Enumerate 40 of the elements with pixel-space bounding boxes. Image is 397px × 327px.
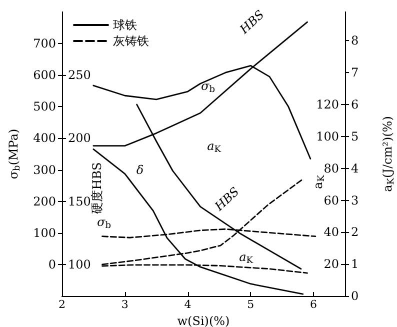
y-tick-label: 400 xyxy=(33,131,56,146)
y-tick-label: 100 xyxy=(68,257,91,272)
y-tick-label: 250 xyxy=(68,68,91,82)
y2-tick-label: 8 xyxy=(351,34,359,48)
y-axis-title: σb(MPa) xyxy=(6,128,23,180)
y2-tick-label: 20 xyxy=(324,257,339,272)
y2-tick-label: 3 xyxy=(351,193,359,208)
y-tick-label: 0 xyxy=(48,257,56,272)
y-tick-label: 200 xyxy=(68,131,91,146)
x-tick-label: 4 xyxy=(184,298,192,311)
y-tick-label: 200 xyxy=(33,194,56,208)
y-tick-label: 500 xyxy=(33,100,56,114)
legend-label: 球铁 xyxy=(113,18,137,32)
y2-tick-label: 6 xyxy=(351,98,359,112)
y2-tick-label: 80 xyxy=(324,161,339,176)
y2-tick-label: 1 xyxy=(351,257,359,272)
y2-tick-label: 60 xyxy=(324,193,339,208)
y-tick-label: 100 xyxy=(33,226,56,240)
y-axis-title: 硬度HBS xyxy=(90,162,104,214)
y2-tick-label: 2 xyxy=(351,225,359,240)
x-tick-label: 5 xyxy=(247,298,254,311)
y-tick-label: 700 xyxy=(33,36,56,51)
legend-label: 灰铸铁 xyxy=(113,34,149,48)
y2-tick-label: 100 xyxy=(316,129,339,144)
y2-axis-title: aK xyxy=(311,174,327,189)
annotation: δ xyxy=(136,163,144,177)
x-tick-label: 6 xyxy=(310,298,318,311)
x-axis-title: w(Si)(%) xyxy=(177,314,230,327)
y2-tick-label: 0 xyxy=(351,289,359,303)
y-tick-label: 150 xyxy=(68,194,91,208)
y2-tick-label: 4 xyxy=(351,161,359,176)
y2-tick-label: 5 xyxy=(351,129,359,144)
y2-tick-label: 7 xyxy=(351,66,359,80)
x-tick-label: 2 xyxy=(58,298,66,311)
y2-tick-label: 40 xyxy=(324,225,339,240)
y-tick-label: 600 xyxy=(33,68,56,82)
y-tick-label: 300 xyxy=(33,162,56,177)
x-tick-label: 3 xyxy=(121,298,128,311)
y2-tick-label: 120 xyxy=(316,98,339,112)
y2-axis-title: aK(J/cm²)(%) xyxy=(380,116,396,192)
